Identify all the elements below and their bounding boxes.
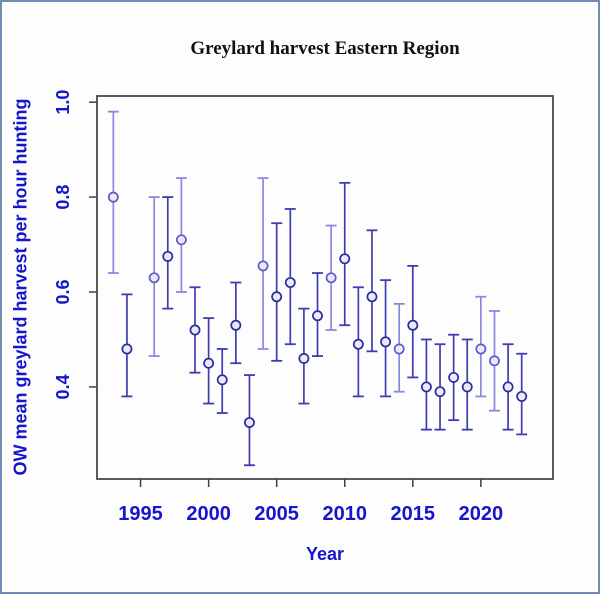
y-tick-label: 1.0 — [53, 90, 73, 115]
x-axis-label: Year — [305, 544, 345, 564]
data-point-marker — [407, 319, 419, 331]
data-point-marker — [244, 417, 255, 428]
data-point-marker — [516, 390, 528, 402]
plot-box — [96, 95, 554, 480]
data-point-marker — [284, 277, 296, 288]
data-point-marker — [298, 353, 310, 364]
y-tick-label: 0.6 — [53, 279, 73, 304]
data-point-marker — [448, 371, 460, 383]
data-point-marker — [312, 310, 323, 322]
x-tick-label: 2015 — [391, 503, 436, 525]
data-point-marker — [461, 381, 473, 393]
x-tick-label: 2005 — [254, 503, 299, 525]
data-point-marker — [121, 343, 133, 355]
data-point-marker — [352, 338, 364, 350]
data-point-marker — [502, 381, 514, 393]
x-tick-label: 2000 — [186, 503, 231, 525]
data-point-marker — [380, 336, 392, 348]
data-point-marker — [325, 272, 337, 284]
data-point-marker — [189, 324, 201, 336]
y-tick-label: 0.8 — [53, 185, 73, 210]
data-point-marker — [230, 319, 242, 331]
data-point-marker — [107, 191, 119, 203]
data-point-marker — [162, 250, 174, 262]
y-tick-label: 0.4 — [53, 374, 73, 399]
data-point-marker — [489, 355, 500, 367]
data-point-marker — [339, 253, 351, 265]
data-point-marker — [216, 374, 228, 386]
data-point-marker — [420, 381, 432, 393]
data-point-marker — [475, 343, 487, 355]
data-point-marker — [148, 272, 160, 284]
x-tick-label: 2020 — [459, 503, 504, 525]
x-tick-label: 1995 — [118, 503, 163, 525]
data-point-marker — [175, 234, 187, 246]
data-point-marker — [271, 291, 283, 303]
chart-title: Greylard harvest Eastern Region — [190, 38, 460, 59]
data-point-marker — [203, 357, 215, 369]
data-point-marker — [393, 343, 405, 355]
data-point-marker — [366, 291, 378, 303]
x-tick-label: 2010 — [322, 503, 367, 525]
data-point-marker — [257, 260, 269, 272]
data-point-marker — [434, 386, 446, 398]
